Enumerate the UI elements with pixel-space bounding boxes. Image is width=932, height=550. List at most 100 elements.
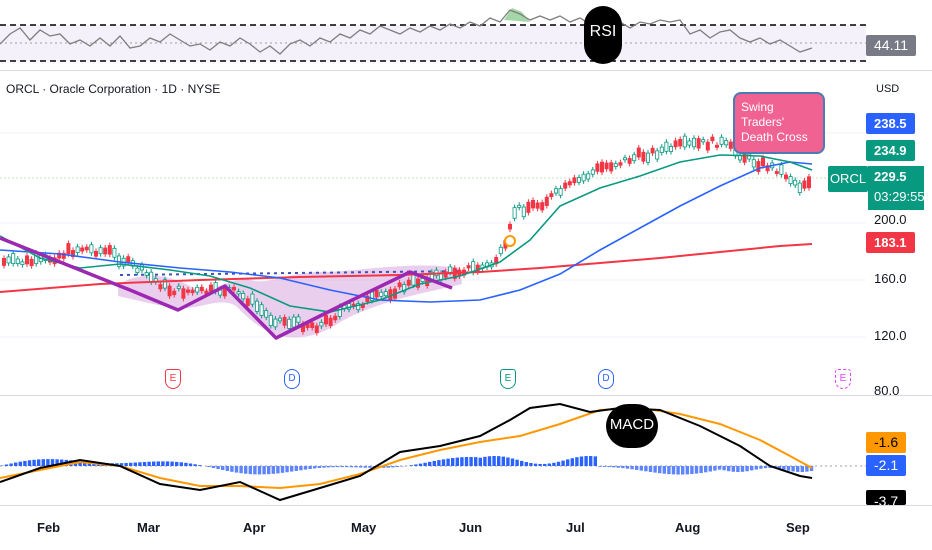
candle-body <box>185 289 190 293</box>
histogram-bar <box>579 456 584 466</box>
dividend-event-icon[interactable]: D <box>284 369 300 389</box>
histogram-bar <box>740 466 745 472</box>
histogram-bar <box>395 466 400 467</box>
histogram-bar <box>198 465 202 466</box>
candle-body <box>94 250 99 257</box>
candle-body <box>567 181 572 186</box>
histogram-bar <box>308 466 312 469</box>
rsi-overbought-fill <box>504 8 530 22</box>
histogram-bar <box>478 457 482 466</box>
histogram-bar <box>336 466 340 468</box>
histogram-bar <box>225 466 229 471</box>
histogram-bar <box>533 463 538 466</box>
upcoming-earnings-icon[interactable]: E <box>835 369 851 389</box>
histogram-bar <box>800 466 804 472</box>
currency-label[interactable]: USD <box>876 83 900 95</box>
candles <box>2 133 812 336</box>
histogram-bar <box>147 461 151 466</box>
earnings-event-icon[interactable]: E <box>165 369 181 389</box>
symbol-legend[interactable]: ORCL · Oracle Corporation · 1D · NYSE <box>6 82 221 96</box>
histogram-bar <box>23 460 27 466</box>
histogram-bar <box>570 458 574 466</box>
histogram-bar <box>506 457 510 466</box>
candle-body <box>356 303 361 311</box>
candle-body <box>199 286 204 292</box>
histogram-bar <box>317 466 321 469</box>
histogram-bar <box>515 459 519 466</box>
current-price-tag: 229.5 03:29:55 <box>868 166 925 210</box>
candle-body <box>563 182 568 189</box>
histogram-bar <box>299 466 303 471</box>
histogram-bar <box>589 456 593 466</box>
histogram-bar <box>179 462 183 466</box>
price-pane <box>0 132 866 340</box>
price-axis-label: 80.0 <box>874 383 900 398</box>
candle-body <box>11 253 16 264</box>
macd-line-tag: -3.7 <box>866 490 907 505</box>
candle-body <box>406 279 411 286</box>
candle-body <box>15 258 20 264</box>
sma-slow-line <box>0 243 813 293</box>
histogram-bar <box>184 462 188 466</box>
candle-body <box>604 162 609 170</box>
histogram-bar <box>188 463 193 466</box>
histogram-bar <box>331 466 335 468</box>
candle-body <box>195 286 200 293</box>
histogram-bar <box>41 459 45 466</box>
pane-separator <box>0 395 932 396</box>
time-axis-label: Mar <box>137 520 161 535</box>
histogram-bar <box>27 460 32 466</box>
candle-body <box>236 291 241 295</box>
candle-body <box>259 304 264 316</box>
candle-body <box>231 286 236 291</box>
macd-signal-line <box>0 406 813 490</box>
histogram-bar <box>437 460 441 466</box>
candle-body <box>531 199 536 209</box>
candle-body <box>268 314 273 326</box>
histogram-bar <box>607 466 611 468</box>
price-axis-label: 200.0 <box>874 212 907 227</box>
candle-body <box>273 318 278 328</box>
dividend-event-icon[interactable]: D <box>598 369 614 389</box>
histogram-bar <box>538 463 542 466</box>
histogram-bar <box>303 466 308 470</box>
candle-body <box>507 223 512 230</box>
candle-body <box>254 300 259 312</box>
candle-body <box>655 150 660 160</box>
histogram-bar <box>501 456 505 466</box>
candle-body <box>66 243 71 255</box>
candle-body <box>167 285 172 297</box>
candle-body <box>397 282 402 288</box>
histogram-bar <box>460 457 464 466</box>
histogram-bar <box>386 466 390 468</box>
histogram-bar <box>280 466 285 473</box>
histogram-bar <box>354 466 358 468</box>
candle-body <box>379 291 384 297</box>
histogram-bar <box>520 460 524 466</box>
histogram-bar <box>418 463 423 466</box>
candle-body <box>512 207 517 219</box>
histogram-bar <box>763 466 768 469</box>
time-axis-label: May <box>351 520 377 535</box>
histogram-bar <box>276 466 280 474</box>
histogram-bar <box>713 466 717 471</box>
histogram-bar <box>50 459 55 466</box>
candle-body <box>162 279 167 289</box>
histogram-bar <box>598 466 602 467</box>
histogram-bar <box>46 459 50 466</box>
candle-body <box>756 161 761 172</box>
histogram-bar <box>234 466 239 473</box>
histogram-bar <box>124 462 128 466</box>
candle-body <box>158 284 163 290</box>
earnings-event-icon[interactable]: E <box>500 369 516 389</box>
histogram-bar <box>267 466 271 475</box>
candle-body <box>61 252 66 259</box>
candle-body <box>586 173 591 180</box>
histogram-bar <box>142 461 147 466</box>
candle-body <box>554 188 559 194</box>
histogram-bar <box>165 461 170 466</box>
histogram-bar <box>14 462 18 466</box>
candle-body <box>793 179 798 186</box>
